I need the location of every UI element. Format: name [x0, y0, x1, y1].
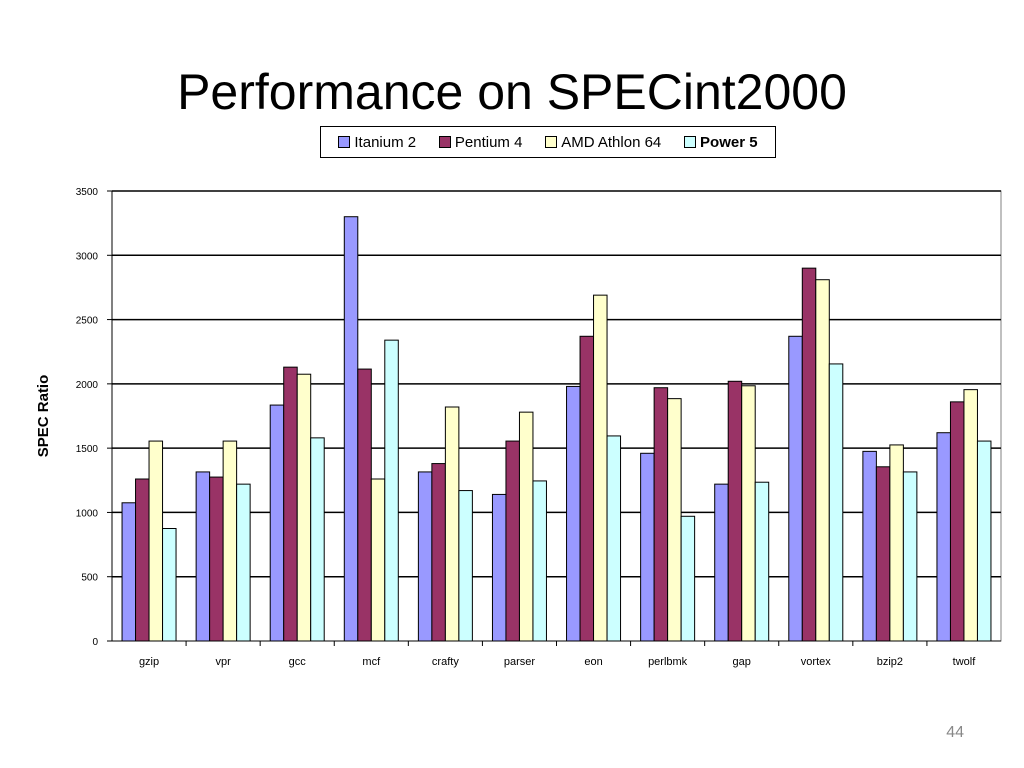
legend-item: Pentium 4 [438, 133, 523, 151]
bar-itanium-2-perlbmk [640, 452, 655, 642]
bar-power-5-mcf [384, 339, 399, 642]
bar-pentium-4-crafty [431, 463, 446, 642]
bar-amd-athlon-64-bzip2 [889, 444, 904, 642]
bar-itanium-2-gzip [121, 502, 137, 642]
bar-power-5-gap [754, 481, 770, 642]
x-category-label: mcf [362, 656, 381, 668]
bar-amd-athlon-64-vortex [815, 279, 830, 642]
bar-pentium-4-gzip [135, 478, 150, 642]
legend-label: Power 5 [700, 133, 758, 151]
bar-itanium-2-bzip2 [862, 450, 877, 642]
bar-power-5-bzip2 [902, 471, 918, 642]
x-category-label: vpr [215, 656, 231, 668]
x-category-label: perlbmk [648, 656, 688, 668]
y-tick-label: 3000 [76, 251, 99, 262]
y-tick-label: 500 [81, 573, 98, 584]
bar-pentium-4-perlbmk [653, 387, 669, 642]
y-tick-label: 1000 [76, 508, 99, 519]
legend-swatch [684, 136, 697, 148]
bar-itanium-2-mcf [343, 216, 359, 642]
y-tick-label: 2500 [76, 316, 99, 327]
x-category-label: gcc [289, 656, 307, 668]
bar-pentium-4-twolf [949, 401, 965, 642]
x-category-label: vortex [801, 656, 831, 668]
bar-pentium-4-mcf [357, 368, 372, 642]
bar-power-5-gcc [310, 437, 325, 642]
bar-amd-athlon-64-gzip [148, 440, 164, 642]
legend-item: Power 5 [684, 134, 758, 151]
x-category-label: crafty [432, 656, 459, 668]
bar-power-5-vortex [828, 363, 844, 642]
y-tick-label: 2000 [76, 380, 99, 391]
bar-pentium-4-parser [505, 440, 520, 642]
bar-pentium-4-gcc [283, 366, 298, 642]
y-tick-label: 1500 [76, 444, 99, 455]
bar-itanium-2-twolf [936, 432, 951, 642]
legend-swatch [338, 136, 351, 148]
y-axis-label: SPEC Ratio [35, 375, 52, 458]
x-category-label: gap [733, 656, 751, 668]
bar-itanium-2-vpr [195, 471, 211, 642]
bar-amd-athlon-64-gcc [296, 373, 312, 642]
bar-power-5-parser [532, 480, 547, 642]
bar-power-5-eon [606, 435, 622, 642]
bar-itanium-2-parser [491, 493, 507, 642]
legend-label: AMD Athlon 64 [561, 133, 662, 151]
y-tick-label: 0 [92, 637, 98, 648]
bar-power-5-crafty [458, 490, 473, 642]
bar-pentium-4-eon [579, 335, 595, 642]
bar-power-5-twolf [976, 440, 992, 642]
legend-swatch [545, 136, 558, 148]
bar-itanium-2-gcc [269, 404, 285, 642]
bar-amd-athlon-64-vpr [222, 440, 238, 642]
bar-itanium-2-vortex [788, 335, 803, 642]
x-category-label: gzip [139, 656, 159, 668]
bar-pentium-4-vortex [801, 267, 817, 642]
chart-legend: Itanium 2 Pentium 4 AMD Athlon 64 Power 5 [320, 126, 776, 158]
y-tick-label: 3500 [76, 187, 99, 198]
bar-amd-athlon-64-twolf [963, 389, 978, 642]
legend-label: Pentium 4 [454, 133, 523, 151]
page-number: 44 [946, 724, 964, 741]
x-category-label: eon [584, 656, 602, 668]
slide-title: Performance on SPECint2000 [177, 64, 847, 120]
x-category-label: bzip2 [877, 656, 903, 668]
bar-amd-athlon-64-gap [741, 385, 756, 642]
bar-amd-athlon-64-crafty [444, 406, 460, 642]
bar-pentium-4-gap [727, 380, 743, 642]
bar-power-5-gzip [162, 528, 177, 642]
legend-item: AMD Athlon 64 [545, 134, 661, 151]
x-category-label: parser [504, 656, 536, 668]
x-category-label: twolf [953, 656, 977, 668]
legend-label: Itanium 2 [354, 133, 417, 151]
bar-amd-athlon-64-eon [593, 294, 608, 642]
plot-area [111, 190, 1002, 642]
bar-amd-athlon-64-parser [518, 411, 534, 642]
bar-itanium-2-eon [566, 385, 581, 642]
legend-item: Itanium 2 [338, 134, 416, 151]
bar-pentium-4-vpr [209, 476, 224, 642]
bar-itanium-2-crafty [417, 471, 433, 642]
bar-amd-athlon-64-perlbmk [667, 398, 682, 642]
bar-pentium-4-bzip2 [875, 466, 891, 642]
legend-swatch [438, 136, 451, 148]
bar-power-5-vpr [236, 483, 251, 642]
bar-itanium-2-gap [714, 483, 729, 642]
bar-power-5-perlbmk [680, 515, 696, 642]
bar-amd-athlon-64-mcf [370, 478, 386, 642]
